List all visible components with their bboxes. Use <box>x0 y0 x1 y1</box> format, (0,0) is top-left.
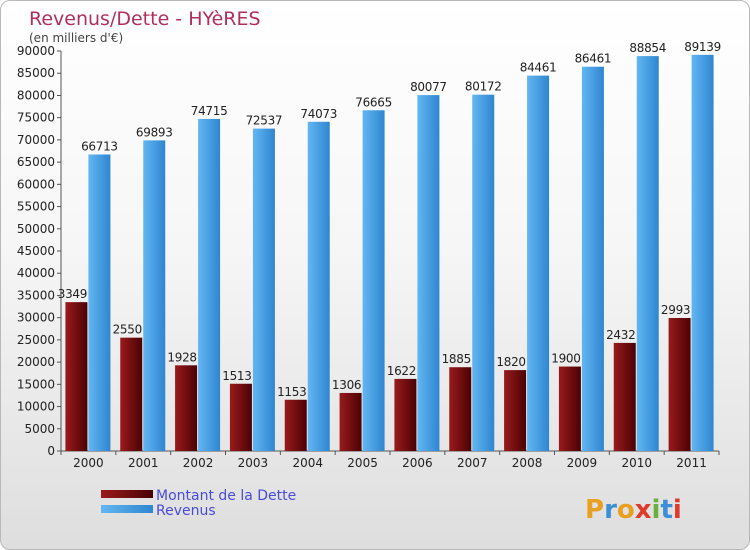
value-label-revenue: 80172 <box>465 80 502 94</box>
bar-revenue <box>472 94 495 452</box>
x-tick-label: 2000 <box>73 456 104 470</box>
value-label-debt: 1900 <box>551 352 580 366</box>
y-tick-label: 5000 <box>24 422 55 436</box>
value-label-debt: 1306 <box>332 378 361 392</box>
bar-revenue <box>88 154 111 451</box>
x-tick-label: 2003 <box>238 456 269 470</box>
x-tick-label: 2011 <box>676 456 707 470</box>
bar-revenue <box>581 66 604 452</box>
x-tick-label: 2010 <box>621 456 652 470</box>
y-tick-label: 65000 <box>17 155 55 169</box>
value-label-debt: 2432 <box>606 328 635 342</box>
value-label-revenue: 89139 <box>684 40 721 54</box>
bars-group <box>65 54 714 452</box>
bar-debt <box>668 317 691 451</box>
bar-debt <box>394 378 417 451</box>
value-label-revenue: 66713 <box>81 139 118 153</box>
y-tick-label: 80000 <box>17 88 55 102</box>
y-tick-label: 0 <box>47 444 55 458</box>
proxiti-wordmark: Proxiti <box>585 495 682 525</box>
y-tick-label: 25000 <box>17 333 55 347</box>
value-label-revenue: 74073 <box>300 107 337 121</box>
y-tick-label: 35000 <box>17 288 55 302</box>
value-label-revenue: 74715 <box>191 104 228 118</box>
x-tick-label: 2006 <box>402 456 433 470</box>
bar-debt <box>284 399 307 451</box>
bar-revenue <box>143 140 166 451</box>
value-label-revenue: 69893 <box>136 125 173 139</box>
bar-debt <box>175 365 198 451</box>
y-tick-label: 30000 <box>17 311 55 325</box>
bar-revenue <box>307 121 330 451</box>
bar-debt <box>229 383 252 451</box>
bar-revenue <box>636 56 659 452</box>
chart-title: Revenus/Dette - HYèRES <box>29 8 261 30</box>
y-tick-label: 60000 <box>17 177 55 191</box>
y-tick-label: 15000 <box>17 377 55 391</box>
value-labels-group: 3349 66713 2550 69893 1928 74715 1513 72537 1153… <box>58 40 721 399</box>
x-tick-label: 2009 <box>567 456 598 470</box>
value-label-debt: 2550 <box>113 323 142 337</box>
legend-swatch-debt <box>101 490 153 498</box>
y-tick-label: 10000 <box>17 400 55 414</box>
x-tick-label: 2004 <box>292 456 323 470</box>
chart-subtitle: (en milliers d'€) <box>29 31 123 45</box>
bar-debt <box>613 342 636 451</box>
value-label-debt: 1622 <box>387 364 416 378</box>
value-label-debt: 1885 <box>442 352 471 366</box>
y-tick-label: 85000 <box>17 66 55 80</box>
bar-revenue <box>417 95 440 451</box>
y-tick-label: 90000 <box>17 44 55 58</box>
legend-label-debt: Montant de la Dette <box>156 488 296 504</box>
y-tick-label: 75000 <box>17 111 55 125</box>
proxiti-logo: Proxiti <box>585 495 682 525</box>
value-label-revenue: 88854 <box>629 41 666 55</box>
bar-debt <box>449 367 472 451</box>
value-label-revenue: 72537 <box>246 114 283 128</box>
value-label-debt: 2993 <box>661 303 690 317</box>
value-label-revenue: 76665 <box>355 95 392 109</box>
value-label-debt: 1820 <box>496 355 525 369</box>
bar-revenue <box>252 128 275 451</box>
legend: Montant de la Dette Revenus <box>101 488 296 519</box>
bar-debt <box>504 370 527 451</box>
y-tick-label: 50000 <box>17 222 55 236</box>
value-label-revenue: 80077 <box>410 80 447 94</box>
bar-debt <box>120 337 143 451</box>
x-axis: 2000 2001 2002 2003 2004 2005 2006 2007 2008 2009… <box>60 450 720 470</box>
bar-revenue <box>691 54 714 452</box>
bar-revenue <box>527 75 550 452</box>
y-tick-label: 20000 <box>17 355 55 369</box>
value-label-revenue: 86461 <box>575 52 612 66</box>
value-label-revenue: 84461 <box>520 61 557 75</box>
y-tick-label: 55000 <box>17 200 55 214</box>
value-label-debt: 1153 <box>277 385 306 399</box>
y-axis: 0 5000 10000 15000 20000 25000 30000 35000 40000… <box>17 44 62 458</box>
x-tick-label: 2005 <box>347 456 378 470</box>
bar-debt <box>339 392 362 451</box>
legend-label-revenue: Revenus <box>156 503 216 519</box>
bar-revenue <box>362 110 385 452</box>
value-label-debt: 1513 <box>222 369 251 383</box>
bar-debt <box>65 302 88 451</box>
x-tick-label: 2007 <box>457 456 488 470</box>
x-tick-label: 2001 <box>128 456 159 470</box>
y-tick-label: 45000 <box>17 244 55 258</box>
value-label-debt: 1928 <box>167 350 196 364</box>
bar-revenue <box>198 118 221 451</box>
bar-debt <box>558 366 581 451</box>
legend-swatch-revenue <box>101 505 153 513</box>
y-tick-label: 40000 <box>17 266 55 280</box>
y-tick-label: 70000 <box>17 133 55 147</box>
x-tick-label: 2008 <box>512 456 543 470</box>
value-label-debt: 3349 <box>58 287 87 301</box>
x-tick-label: 2002 <box>183 456 214 470</box>
